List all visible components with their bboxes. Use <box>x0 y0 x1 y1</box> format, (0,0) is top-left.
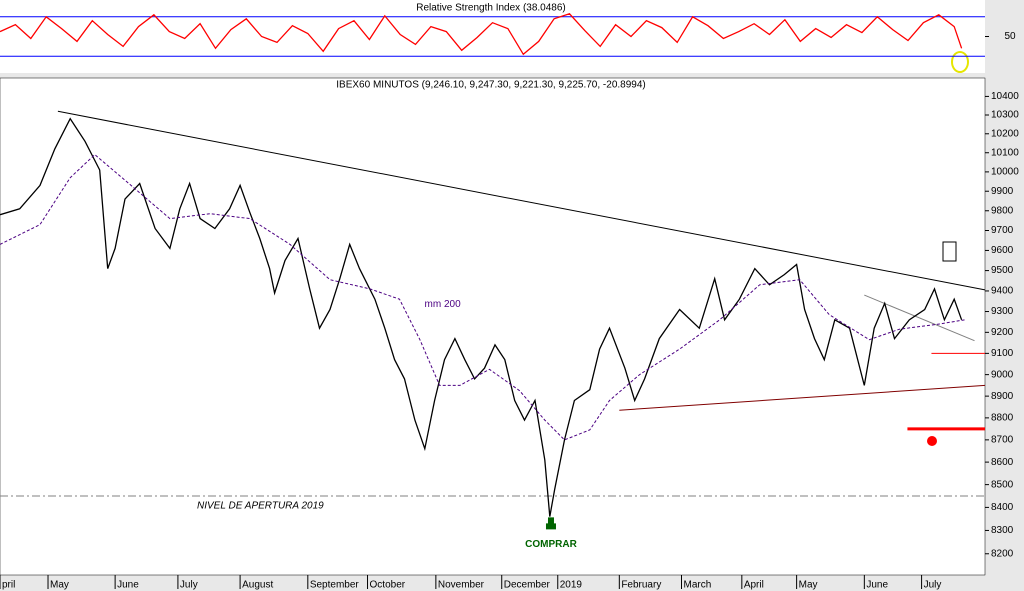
level-label: NIVEL DE APERTURA 2019 <box>197 501 324 512</box>
y-tick-label: 10400 <box>991 91 1019 102</box>
trendline <box>57 110 986 291</box>
series-line <box>0 13 963 56</box>
moving-average <box>0 153 965 441</box>
y-tick-label: 10000 <box>991 167 1019 178</box>
rsi-panel <box>0 0 985 73</box>
y-tick-label: 10200 <box>991 128 1019 139</box>
x-tick-label: September <box>310 580 360 591</box>
marker-box <box>942 241 957 262</box>
x-tick-label: March <box>683 580 711 591</box>
arrow <box>545 517 556 530</box>
x-tick-label: May <box>799 580 818 591</box>
x-tick-label: 2019 <box>560 580 583 591</box>
y-tick-label: 9800 <box>991 205 1014 216</box>
y-tick-label: 9300 <box>991 306 1014 317</box>
y-tick-label: 9600 <box>991 245 1014 256</box>
x-tick-label: July <box>180 580 198 591</box>
x-tick-label: October <box>370 580 406 591</box>
series-label: mm 200 <box>425 299 462 310</box>
y-tick-label: 8200 <box>991 548 1014 559</box>
y-tick-label: 9100 <box>991 348 1014 359</box>
x-tick-label: April <box>744 580 764 591</box>
highlight-circle <box>951 51 969 73</box>
y-tick-label: 8400 <box>991 502 1014 513</box>
trendline <box>619 384 986 411</box>
rsi-title: Relative Strength Index (38.0486) <box>416 3 566 14</box>
marker-dot <box>927 436 937 446</box>
x-tick-label: July <box>924 580 942 591</box>
y-tick-label: 9400 <box>991 286 1014 297</box>
series-line <box>0 117 963 517</box>
x-tick-label: February <box>621 580 661 591</box>
y-tick-label: 8900 <box>991 391 1014 402</box>
annotation: COMPRAR <box>525 539 577 550</box>
x-tick-label: May <box>50 580 69 591</box>
y-tick-label: 9200 <box>991 327 1014 338</box>
y-tick-label: 9700 <box>991 225 1014 236</box>
x-tick-label: December <box>504 580 551 591</box>
x-tick-label: June <box>866 580 888 591</box>
y-tick-label: 50 <box>1004 31 1016 42</box>
y-tick-label: 8700 <box>991 435 1014 446</box>
y-tick-label: 8800 <box>991 413 1014 424</box>
y-tick-label: 8300 <box>991 525 1014 536</box>
y-tick-label: 9900 <box>991 186 1014 197</box>
y-tick-label: 8600 <box>991 457 1014 468</box>
y-tick-label: 9000 <box>991 369 1014 380</box>
y-tick-label: 10100 <box>991 147 1019 158</box>
trendline <box>864 294 975 342</box>
x-tick-label: pril <box>2 580 15 591</box>
x-tick-label: June <box>117 580 139 591</box>
price-title: IBEX60 MINUTOS (9,246.10, 9,247.30, 9,22… <box>336 80 645 91</box>
price-panel <box>0 77 986 576</box>
x-tick-label: November <box>438 580 485 591</box>
y-tick-label: 9500 <box>991 265 1014 276</box>
y-tick-label: 8500 <box>991 479 1014 490</box>
y-tick-label: 10300 <box>991 110 1019 121</box>
x-tick-label: August <box>242 580 273 591</box>
